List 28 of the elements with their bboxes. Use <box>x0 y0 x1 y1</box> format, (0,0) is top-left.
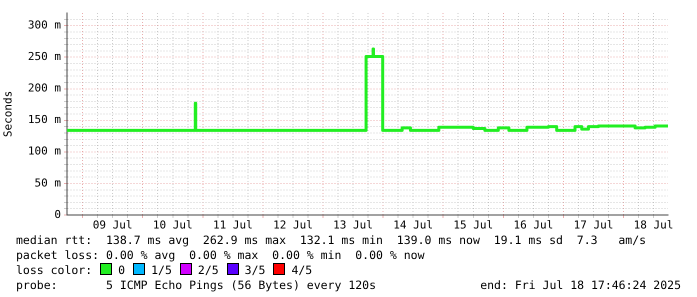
y-axis-title: Seconds <box>1 90 14 138</box>
y-tick-label: 0 <box>54 208 61 221</box>
x-tick-label: 09 Jul <box>92 218 133 232</box>
y-tick-label: 300 m <box>28 18 62 32</box>
legend-label: 3/5 <box>244 263 266 278</box>
x-tick-label: 14 Jul <box>393 218 434 232</box>
legend-label: 1/5 <box>150 263 172 278</box>
text: probe: 5 ICMP Echo Pings (56 Bytes) every 120s <box>16 278 376 293</box>
y-tick-label: 100 m <box>28 144 62 158</box>
x-tick-label: 12 Jul <box>273 218 313 232</box>
x-tick-label: 15 Jul <box>453 218 494 232</box>
x-tick-label: 10 Jul <box>152 218 193 232</box>
y-tick-label: 150 m <box>28 113 62 126</box>
legend-label: 4/5 <box>290 263 312 278</box>
legend-label: 0 <box>117 263 126 278</box>
text: loss color: <box>16 263 92 278</box>
text: packet loss: 0.00 % avg 0.00 % max 0.00 % min 0.00 % now <box>16 248 426 263</box>
x-tick-label: 16 Jul <box>513 218 554 232</box>
x-tick-label: 18 Jul <box>634 218 674 232</box>
y-tick-label: 200 m <box>28 82 62 95</box>
y-tick-label: 250 m <box>28 50 62 64</box>
text: end: Fri Jul 18 17:46:24 2025 <box>480 278 681 293</box>
y-tick-label: 50 m <box>34 176 62 190</box>
legend-label: 2/5 <box>196 263 219 278</box>
x-tick-label: 11 Jul <box>212 218 253 232</box>
text: median rtt: 138.7 ms avg 262.9 ms max 132.1 ms min 139.0 ms now 19.1 ms sd 7.3 am/s <box>16 233 648 248</box>
x-tick-label: 13 Jul <box>333 218 373 232</box>
x-tick-label: 17 Jul <box>574 218 614 232</box>
